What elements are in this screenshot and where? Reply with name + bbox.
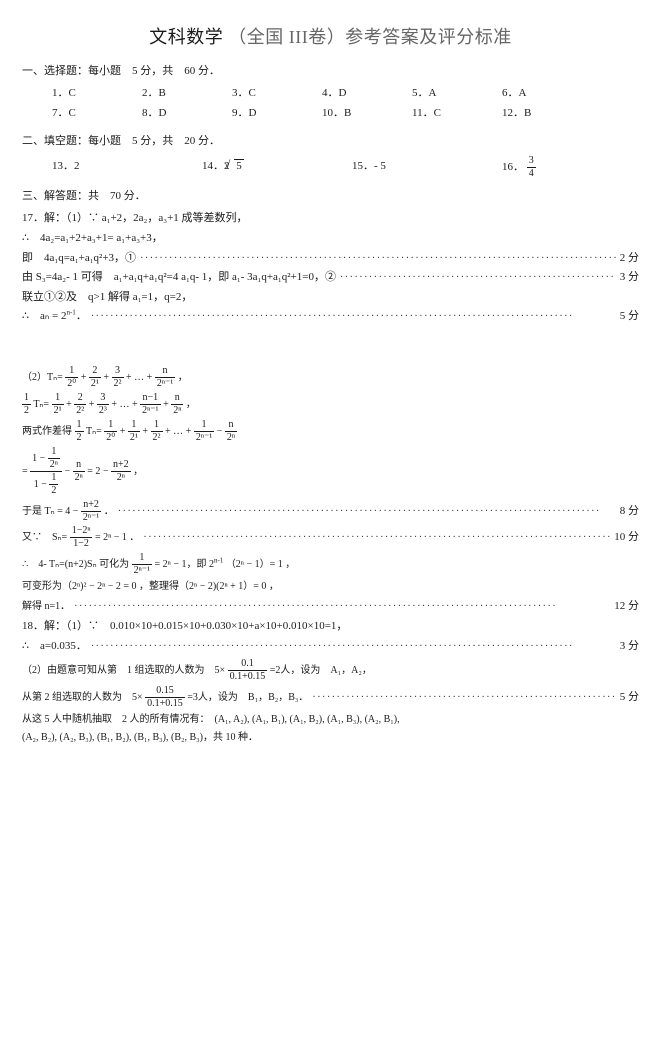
mc-item: 1．C [52,86,142,102]
q17-l2: 即 4a₁q=a₁+a₁q²+3，① [22,251,136,267]
fill-16: 16． 34 [502,156,536,179]
q17-2-l5: 于是 Tₙ = 4 − n+22ⁿ⁻¹ ． [22,500,114,523]
q17-2-l3: 两式作差得 12 Tₙ= 12⁰ + 12¹ + 12² + … + 12ⁿ⁻¹… [22,420,639,443]
dots: ········································… [308,691,615,706]
q17-l3: 由 S₃=4a₂- 1 可得 a₁+a₁q+a₁q²=4 a₁q- 1，即 a₁… [22,270,336,286]
mc-grid: 1．C 2．B 3．C 4．D 5．A 6．A 7．C 8．D 9．D 10．B… [22,86,639,126]
q18-l1-pts: 3 分 [616,639,639,655]
q18-2-l3: (A₂, B₂), (A₂, B₃), (B₁, B₂), (B₁, B₃), … [22,731,639,746]
section-2-head: 二、填空题：每小题 5 分，共 20 分． [22,134,639,150]
dots: ········································… [136,252,616,267]
mc-item: 10．B [322,106,412,122]
q17-2-l6-pts: 10 分 [610,530,639,546]
dots: ········································… [114,505,616,520]
mc-item: 2．B [142,86,232,102]
q18-l1: ∴ a=0.035． [22,639,87,655]
section-3-head: 三、解答题：共 70 分． [22,189,639,205]
q18-2-l2: 从这 5 人中随机抽取 2 人的所有情况有： (A₁, A₂), (A₁, B₁… [22,713,639,728]
q18-2-l1-pts: 5 分 [616,690,639,706]
q17-2-head: （2）Tₙ= 12⁰ + 22¹ + 32² + … + n2ⁿ⁻¹ ， [22,366,639,389]
dots: ········································… [70,600,610,615]
title-main: 文科数学 [149,27,223,47]
q17-2-l8: 可变形为（2ⁿ)² − 2ⁿ − 2 = 0 ，整理得（2ⁿ − 2)(2ⁿ +… [22,580,639,595]
q17-2-l9-pts: 12 分 [610,599,639,615]
mc-item: 3．C [232,86,322,102]
q17-l5: ∴ aₙ = 2n-1． [22,309,87,325]
mc-item: 6．A [502,86,592,102]
fill-13: 13．2 [52,159,202,175]
q17-l4: 联立①②及 q>1 解得 a₁=1，q=2， [22,290,639,306]
q18-2-head: （2）由题意可知从第 1 组选取的人数为 5× 0.10.1+0.15 =2人，… [22,659,639,682]
dots: ········································… [336,271,616,286]
q17-2-l5-pts: 8 分 [616,504,639,520]
mc-item: 4．D [322,86,412,102]
fill-15: 15．- 5 [352,159,502,175]
mc-item: 7．C [52,106,142,122]
q17-2-l4: = 1 − 12ⁿ 1 − 12 − n2ⁿ = 2 − n+22ⁿ ， [22,447,639,496]
q17-2-l2: 12 Tₙ= 12¹ + 22² + 32³ + … + n−12ⁿ⁻¹ + n… [22,393,639,416]
dots: ········································… [87,310,616,325]
mc-item: 8．D [142,106,232,122]
q17-2-l7: ∴ 4- Tₙ=(n+2)Sₙ 可化为 12ⁿ⁻¹ = 2ⁿ − 1，即 2n-… [22,553,639,576]
mc-item: 9．D [232,106,322,122]
q17-l5-pts: 5 分 [616,309,639,325]
dots: ········································… [87,640,616,655]
q17-l2-pts: 2 分 [616,251,639,267]
title-sub: （全国 III卷）参考答案及评分标准 [228,27,511,47]
section-1-head: 一、选择题：每小题 5 分，共 60 分． [22,64,639,80]
q17-head: 17．解：（1）∵ a₁+2，2a₂，a₃+1 成等差数列， [22,211,639,227]
mc-item: 12．B [502,106,592,122]
q17-2-l9: 解得 n=1． [22,600,70,615]
mc-item: 11．C [412,106,502,122]
q17-l3-pts: 3 分 [616,270,639,286]
dots: ········································… [139,531,610,546]
q18-head: 18．解：（1）∵ 0.010×10+0.015×10+0.030×10+a×1… [22,619,639,635]
q18-2-l1: 从第 2 组选取的人数为 5× 0.150.1+0.15 =3人，设为 B₁，B… [22,686,308,709]
fill-14: 14．2 5 [202,159,352,175]
fill-row: 13．2 14．2 5 15．- 5 16． 34 [22,156,639,179]
q17-2-l6: 又∵ Sₙ= 1−2ⁿ1−2 = 2ⁿ − 1 ． [22,526,139,549]
mc-item: 5．A [412,86,502,102]
q17-l1: ∴ 4a₂=a₁+2+a₃+1= a₁+a₃+3， [22,231,639,247]
